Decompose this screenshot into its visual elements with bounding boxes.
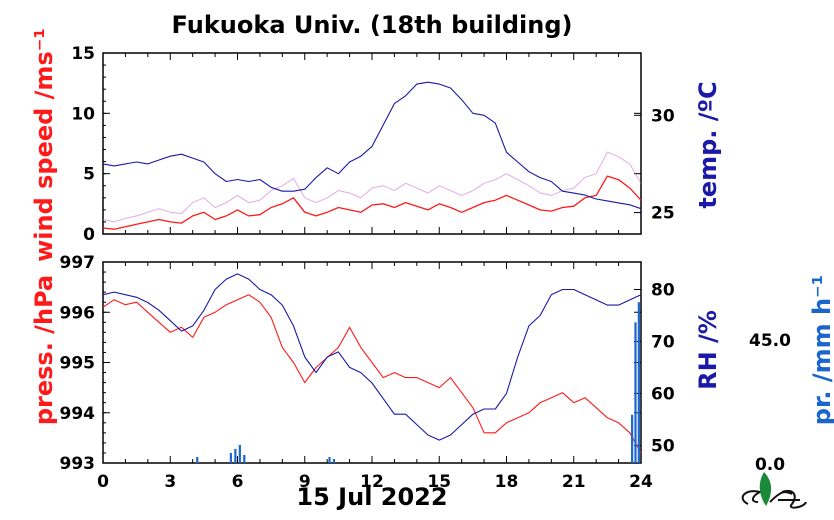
precip-tick-label: 0.0 xyxy=(755,455,785,475)
right-tick-label: 60 xyxy=(651,384,675,404)
x-tick-label: 12 xyxy=(360,472,384,492)
left-tick-label: 996 xyxy=(60,303,96,323)
precip-bar xyxy=(634,322,637,463)
left-tick-label: 997 xyxy=(60,253,96,273)
precip-bar xyxy=(196,456,199,463)
x-tick-label: 18 xyxy=(495,472,519,492)
temperature-axis-label: temp. /ºC xyxy=(694,81,722,208)
x-tick-label: 15 xyxy=(427,472,451,492)
right-tick-label: 50 xyxy=(651,436,675,456)
top-panel: 0 5 10 15 25 30 xyxy=(71,44,675,245)
left-tick-label: 5 xyxy=(83,165,95,185)
plot-frame xyxy=(102,52,642,235)
precip-bar xyxy=(631,414,634,463)
x-tick-label: 9 xyxy=(299,472,311,492)
x-tick-label: 6 xyxy=(232,472,244,492)
right-tick-label: 70 xyxy=(651,332,675,352)
wind-speed-line xyxy=(102,175,642,230)
x-tick-label: 21 xyxy=(562,472,586,492)
right-tick-label: 80 xyxy=(651,281,675,301)
precip-bar xyxy=(328,456,331,463)
pressure-line xyxy=(102,294,642,454)
x-tick-label: 3 xyxy=(164,472,176,492)
left-tick-label: 0 xyxy=(83,225,95,245)
precipitation-axis-label: pr. /mm h⁻¹ xyxy=(808,275,834,425)
left-tick-label: 995 xyxy=(60,354,96,374)
temperature-line xyxy=(102,81,642,210)
left-tick-label: 10 xyxy=(71,104,95,124)
date-label: 15 Jul 2022 xyxy=(296,483,447,511)
x-tick-label: 0 xyxy=(97,472,109,492)
precip-bar xyxy=(243,454,246,463)
right-tick-label: 30 xyxy=(651,106,675,126)
precip-bar xyxy=(637,302,640,463)
rh-axis-label: RH /% xyxy=(694,310,722,390)
relative-humidity-line xyxy=(102,273,642,441)
wind-gust-max-line xyxy=(102,151,642,223)
pressure-axis-label: press. /hPa xyxy=(30,275,58,425)
institution-logo xyxy=(741,472,807,509)
left-tick-label: 15 xyxy=(71,44,95,64)
precip-bar xyxy=(332,458,336,463)
left-tick-label: 994 xyxy=(60,404,96,424)
chart-title: Fukuoka Univ. (18th building) xyxy=(172,11,573,39)
precip-bar xyxy=(238,444,241,463)
precip-bar xyxy=(234,448,237,463)
wind-speed-axis-label: wind speed /ms⁻¹ xyxy=(30,28,58,262)
precip-tick-label: 45.0 xyxy=(749,331,791,351)
right-tick-label: 25 xyxy=(651,204,675,224)
x-tick-label: 24 xyxy=(629,472,653,492)
left-tick-label: 993 xyxy=(60,454,96,474)
precip-bar xyxy=(229,452,232,463)
bottom-panel: 993 994 995 996 997 50 60 70 80 0 3 6 9 12 15 18 21 24 xyxy=(60,253,675,492)
